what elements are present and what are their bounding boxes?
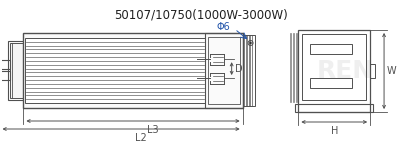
Text: H: H [330, 126, 338, 136]
Text: Φ6: Φ6 [217, 22, 231, 32]
Bar [302, 34, 366, 100]
Bar [296, 104, 373, 112]
Bar [370, 64, 375, 78]
Bar [26, 38, 205, 103]
Bar [310, 78, 352, 88]
Bar [0, 60, 10, 69]
Text: L2: L2 [135, 133, 147, 143]
Bar [0, 71, 10, 80]
Bar [208, 37, 240, 104]
Polygon shape [111, 51, 171, 90]
Text: W: W [387, 66, 397, 76]
Text: D: D [235, 64, 242, 74]
Text: L3: L3 [147, 125, 159, 135]
Text: REN: REN [317, 59, 374, 83]
Text: 50107/10750(1000W-3000W): 50107/10750(1000W-3000W) [114, 8, 288, 21]
Circle shape [250, 42, 251, 44]
Bar [243, 35, 254, 106]
Polygon shape [121, 59, 161, 83]
Bar [24, 33, 243, 108]
Bar [205, 33, 243, 108]
Bar [310, 44, 352, 54]
Bar [10, 43, 24, 98]
Bar [298, 30, 370, 112]
Bar [8, 41, 26, 100]
